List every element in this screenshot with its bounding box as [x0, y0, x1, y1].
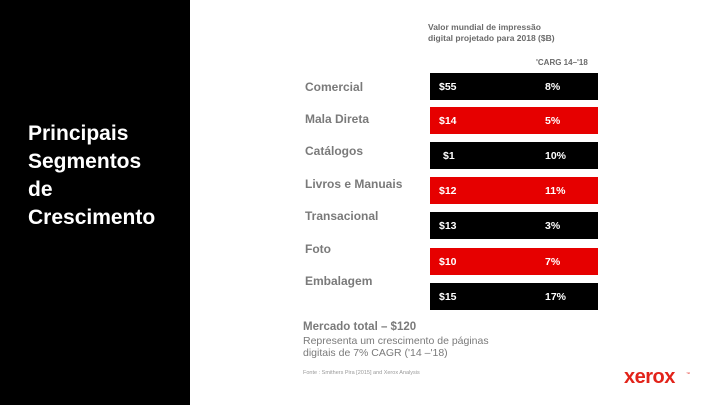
segment-cagr: 11%	[545, 184, 566, 197]
cagr-column-header: 'CARG 14–'18	[536, 58, 588, 67]
segment-value: $12	[439, 184, 457, 197]
segment-cagr: 5%	[545, 114, 561, 127]
segment-bar: $14 5%	[430, 107, 598, 134]
title-panel: Principais Segmentos de Crescimento	[0, 0, 190, 405]
segment-label-livros: Livros e Manuais	[305, 177, 403, 191]
chart-header-line: Valor mundial de impressão	[428, 22, 541, 32]
slide-title-line: Principais	[28, 122, 129, 145]
market-description: Representa um crescimento de páginas dig…	[303, 335, 523, 359]
market-total: Mercado total – $120	[303, 321, 417, 333]
segment-value: $13	[439, 219, 457, 232]
market-description-line: Representa um crescimento de páginas	[303, 335, 489, 347]
segment-value: $15	[439, 290, 457, 303]
segment-value: $1	[443, 149, 455, 162]
segment-cagr: 3%	[545, 219, 561, 232]
slide-title-line: de	[28, 178, 53, 201]
segment-value: $10	[439, 255, 457, 268]
segment-cagr: 8%	[545, 80, 561, 93]
segment-bar: $15 17%	[430, 283, 598, 310]
segment-label-embalagem: Embalagem	[305, 274, 373, 288]
segment-bar: $10 7%	[430, 248, 598, 275]
segment-bar: $1 10%	[430, 142, 598, 169]
chart-header: Valor mundial de impressão digital proje…	[428, 22, 628, 44]
market-description-line: digitais de 7% CAGR ('14 –'18)	[303, 347, 448, 359]
segment-cagr: 17%	[545, 290, 567, 303]
segment-value: $55	[439, 80, 457, 93]
segment-cagr: 7%	[545, 255, 561, 268]
segment-bar: $12 11%	[430, 177, 598, 204]
segment-label-catalogos: Catálogos	[305, 144, 364, 158]
source-note: Fonte : Smithers Pira [2015] and Xerox A…	[303, 370, 420, 376]
segment-label-transacional: Transacional	[305, 209, 379, 223]
segment-label-foto: Foto	[305, 242, 331, 256]
segment-label-mala-direta: Mala Direta	[305, 112, 370, 126]
segment-cagr: 10%	[545, 149, 567, 162]
slide-title-line: Segmentos	[28, 150, 142, 173]
xerox-logo: xerox	[624, 366, 675, 388]
segment-label-comercial: Comercial	[305, 80, 364, 94]
chart-header-line: digital projetado para 2018 ($B)	[428, 33, 555, 43]
slide-title-line: Crescimento	[28, 206, 156, 229]
slide-title: Principais Segmentos de Crescimento	[28, 120, 188, 232]
segment-bar: $13 3%	[430, 212, 598, 239]
segment-value: $14	[439, 114, 457, 127]
segment-bar: $55 8%	[430, 73, 598, 100]
trademark-mark: ™	[686, 371, 690, 376]
